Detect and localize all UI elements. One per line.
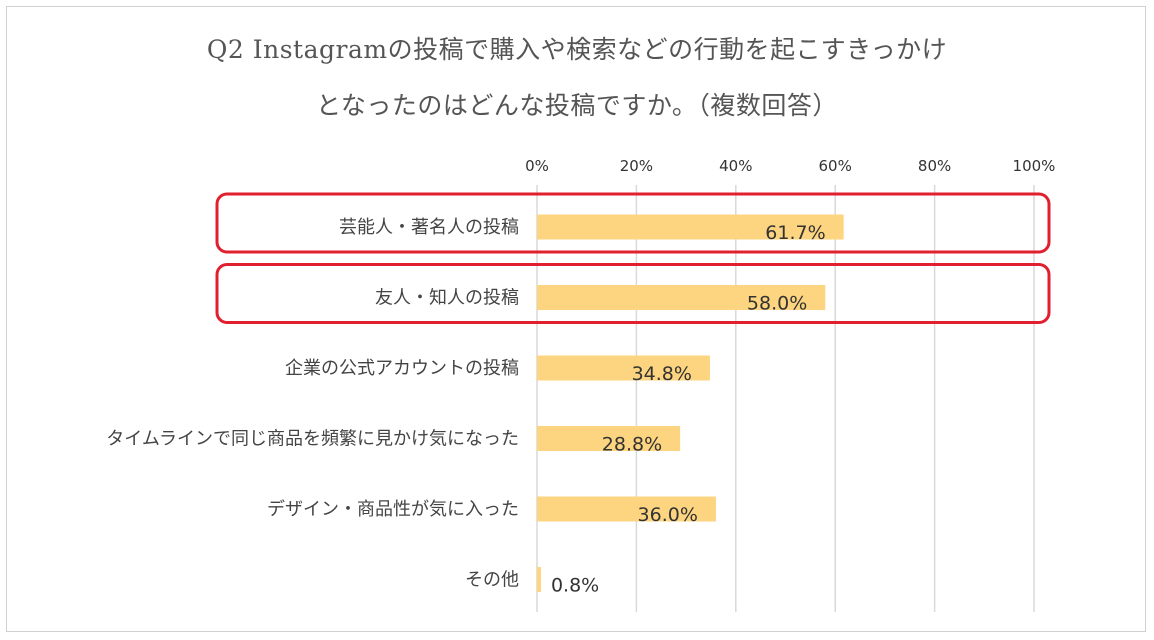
bar (537, 355, 710, 381)
bar (537, 426, 681, 451)
x-tick-label: 100% (1013, 157, 1056, 175)
category-label: タイムラインで同じ商品を頻繁に見かけ気になった (106, 429, 519, 450)
category-label: デザイン・商品性が気に入った (267, 499, 519, 520)
chart-title-line-1: Q2 Instagramの投稿で購入や検索などの行動を起こすきっかけ (206, 35, 948, 64)
data-label: 0.8% (551, 575, 599, 597)
x-tick-label: 40% (719, 157, 752, 175)
chart-title-line-2: となったのはどんな投稿ですか。（複数回答） (316, 91, 838, 120)
category-label: 友人・知人の投稿 (375, 288, 519, 309)
data-label: 36.0% (638, 504, 698, 526)
x-tick-label: 60% (819, 157, 852, 175)
bar (537, 285, 826, 310)
bar (537, 496, 716, 522)
highlight-box (215, 263, 1051, 324)
data-label: 58.0% (747, 293, 807, 315)
data-label: 34.8% (632, 363, 692, 385)
highlight-box (215, 192, 1051, 254)
x-tick-label: 0% (525, 157, 549, 175)
category-label: 芸能人・著名人の投稿 (339, 217, 519, 238)
x-tick-label: 20% (620, 157, 653, 175)
bar (537, 567, 541, 592)
bar (537, 214, 844, 240)
chart-frame (6, 6, 1146, 632)
x-tick-label: 80% (918, 157, 951, 175)
category-label: その他 (465, 570, 519, 591)
data-label: 61.7% (765, 222, 825, 244)
data-label: 28.8% (602, 434, 662, 456)
category-label: 企業の公式アカウントの投稿 (285, 358, 519, 379)
